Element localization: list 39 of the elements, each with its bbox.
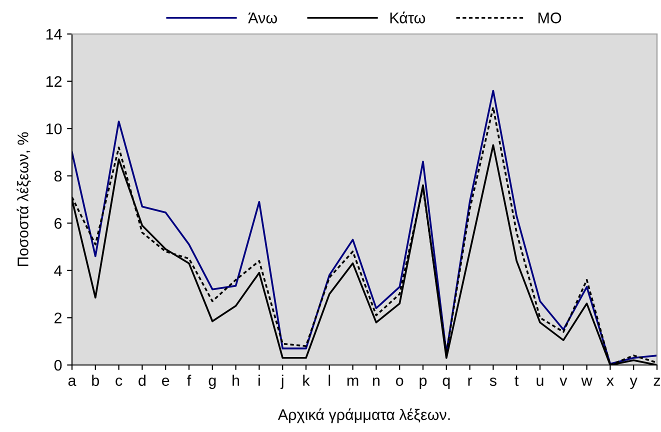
x-tick-label: f: [187, 374, 192, 386]
x-tick-label: v: [560, 378, 568, 386]
x-tick-label: t: [514, 376, 519, 386]
x-tick-label: g: [208, 378, 216, 389]
x-tick-label: i: [258, 374, 260, 386]
y-axis-title: Ποσοστά λέξεων, %: [16, 132, 31, 266]
x-tick-label: w: [581, 378, 592, 386]
x-tick-label: s: [490, 378, 496, 386]
y-tick-label: 4: [54, 265, 62, 276]
y-tick-label: 2: [54, 312, 62, 324]
x-tick-label: z: [654, 378, 660, 386]
x-tick-label: c: [116, 378, 122, 386]
x-tick-label: a: [68, 378, 76, 386]
x-tick-label: o: [396, 378, 404, 386]
x-tick-label: b: [92, 374, 100, 386]
legend-label: Κάτω: [390, 12, 426, 24]
x-tick-label: q: [442, 378, 450, 389]
x-tick-label: k: [303, 374, 310, 386]
legend-label: Άνω: [248, 12, 277, 24]
y-tick-label: 0: [54, 360, 62, 371]
x-tick-label: p: [420, 378, 427, 389]
y-tick-label: 10: [46, 123, 62, 134]
x-tick-label: l: [328, 374, 330, 386]
x-tick-label: x: [606, 378, 614, 386]
x-tick-label: n: [372, 378, 380, 386]
y-tick-label: 14: [46, 29, 62, 40]
y-tick-label: 12: [46, 76, 62, 87]
legend-label: MO: [538, 12, 562, 24]
x-axis-title: Αρχικά γράμματα λέξεων.: [278, 408, 450, 424]
x-tick-label: r: [468, 378, 472, 386]
y-tick-label: 6: [54, 218, 62, 229]
x-tick-label: d: [138, 374, 146, 386]
x-tick-label: m: [347, 378, 358, 386]
y-tick-label: 8: [54, 170, 62, 182]
x-tick-label: u: [536, 378, 544, 386]
x-tick-label: j: [280, 374, 284, 389]
x-tick-label: y: [630, 378, 638, 389]
x-tick-label: e: [162, 378, 170, 386]
x-tick-label: h: [232, 374, 240, 386]
